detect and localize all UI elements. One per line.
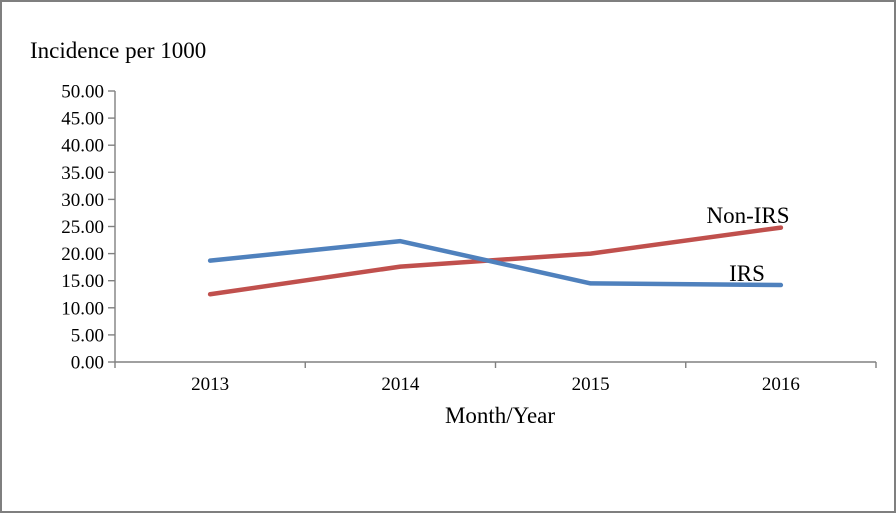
y-tick-label: 20.00 <box>61 244 104 265</box>
x-category-label: 2014 <box>381 374 420 395</box>
series-lines <box>207 225 784 297</box>
y-tick-label: 50.00 <box>61 82 104 103</box>
y-tick-label: 25.00 <box>61 217 104 238</box>
y-tick-label: 30.00 <box>61 190 104 211</box>
series-label-non-irs: Non-IRS <box>706 203 789 228</box>
x-axis-title: Month/Year <box>445 403 555 428</box>
x-category-label: 2015 <box>572 374 610 395</box>
series-label-irs: IRS <box>729 261 765 286</box>
y-tick-label: 5.00 <box>71 325 104 346</box>
y-tick-label: 45.00 <box>61 109 104 130</box>
y-tick-label: 35.00 <box>61 163 104 184</box>
x-category-label: 2013 <box>191 374 229 395</box>
y-tick-label: 10.00 <box>61 298 104 319</box>
series-line-irs <box>207 238 784 288</box>
y-tick-label: 0.00 <box>71 353 104 374</box>
chart-title: Incidence per 1000 <box>30 38 206 63</box>
y-tick-label: 15.00 <box>61 271 104 292</box>
axes: 0.00 5.00 10.00 15.00 20.00 25.00 30.00 35.00 40… <box>61 82 877 395</box>
y-tick-label: 40.00 <box>61 136 104 157</box>
x-category-label: 2016 <box>762 374 800 395</box>
